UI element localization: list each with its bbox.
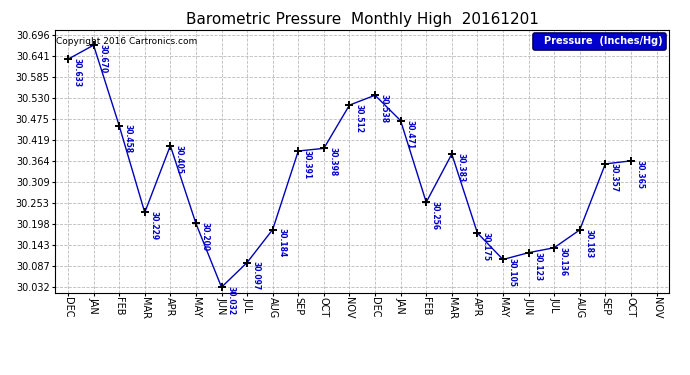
Text: 30.229: 30.229 [149, 211, 159, 240]
Text: 30.097: 30.097 [252, 261, 261, 291]
Text: 30.458: 30.458 [124, 124, 132, 154]
Text: 30.184: 30.184 [277, 228, 286, 258]
Legend: Pressure  (Inches/Hg): Pressure (Inches/Hg) [533, 33, 667, 50]
Text: 30.365: 30.365 [635, 160, 644, 189]
Text: 30.123: 30.123 [533, 252, 542, 280]
Text: 30.175: 30.175 [482, 232, 491, 261]
Text: Copyright 2016 Cartronics.com: Copyright 2016 Cartronics.com [57, 37, 197, 46]
Title: Barometric Pressure  Monthly High  20161201: Barometric Pressure Monthly High 2016120… [186, 12, 539, 27]
Text: 30.032: 30.032 [226, 286, 235, 315]
Text: 30.136: 30.136 [559, 247, 568, 276]
Text: 30.256: 30.256 [431, 201, 440, 230]
Text: 30.670: 30.670 [98, 44, 107, 73]
Text: 30.105: 30.105 [508, 258, 517, 287]
Text: 30.357: 30.357 [610, 163, 619, 192]
Text: 30.633: 30.633 [72, 58, 81, 87]
Text: 30.538: 30.538 [380, 94, 388, 123]
Text: 30.512: 30.512 [354, 104, 363, 133]
Text: 30.471: 30.471 [405, 120, 414, 149]
Text: 30.398: 30.398 [328, 147, 337, 177]
Text: 30.391: 30.391 [303, 150, 312, 179]
Text: 30.183: 30.183 [584, 229, 593, 258]
Text: 30.383: 30.383 [456, 153, 466, 182]
Text: 30.405: 30.405 [175, 144, 184, 174]
Text: 30.200: 30.200 [201, 222, 210, 252]
